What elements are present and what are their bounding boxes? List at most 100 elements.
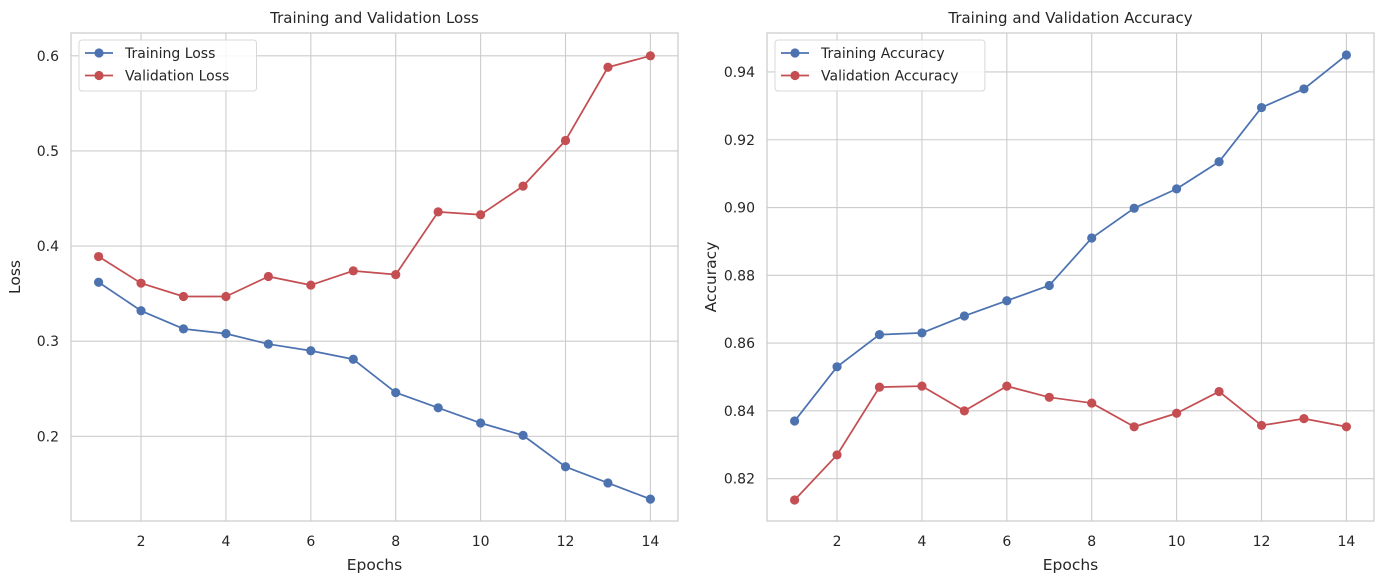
legend-label: Validation Accuracy xyxy=(821,69,959,85)
data-point xyxy=(646,495,655,504)
data-point xyxy=(1257,103,1266,112)
data-point xyxy=(1002,296,1011,305)
x-tick-label: 8 xyxy=(391,534,400,550)
x-tick-label: 6 xyxy=(1002,534,1011,550)
y-tick-label: 0.5 xyxy=(37,144,59,160)
y-axis-label: Loss xyxy=(6,260,24,294)
legend-marker xyxy=(790,71,799,80)
subplot-2: 2 4 6 8 10 12 14 0.82 0.84 0.86 0.88 0.90 0.92 0.94 Tr… xyxy=(702,9,1374,574)
y-tick-label: 0.92 xyxy=(724,133,755,149)
y-tick-label: 0.94 xyxy=(724,65,755,81)
data-point xyxy=(94,252,103,261)
data-point xyxy=(1342,422,1351,431)
chart-title: Training and Validation Accuracy xyxy=(947,9,1192,27)
x-axis-label: Epochs xyxy=(1043,556,1099,574)
data-point xyxy=(1045,393,1054,402)
data-point xyxy=(476,418,485,427)
y-axis-label: Accuracy xyxy=(702,242,720,313)
data-point xyxy=(875,330,884,339)
data-point xyxy=(349,355,358,364)
data-point xyxy=(832,450,841,459)
data-point xyxy=(179,292,188,301)
data-point xyxy=(790,416,799,425)
x-tick-label: 8 xyxy=(1087,534,1096,550)
data-point xyxy=(1087,233,1096,242)
data-point xyxy=(917,328,926,337)
data-point xyxy=(264,339,273,348)
data-point xyxy=(1172,409,1181,418)
legend-label: Training Loss xyxy=(124,46,215,62)
plot-frame xyxy=(767,33,1374,521)
legend-marker xyxy=(94,48,103,57)
data-point xyxy=(603,478,612,487)
data-point xyxy=(832,362,841,371)
x-tick-label: 10 xyxy=(472,534,490,550)
data-point xyxy=(518,182,527,191)
data-point xyxy=(221,292,230,301)
y-tick-label: 0.3 xyxy=(37,334,59,350)
data-point xyxy=(1172,184,1181,193)
data-point xyxy=(264,272,273,281)
data-point xyxy=(136,279,145,288)
data-point xyxy=(561,136,570,145)
data-point xyxy=(434,403,443,412)
x-tick-label: 14 xyxy=(1337,534,1355,550)
data-point xyxy=(476,210,485,219)
data-point xyxy=(434,207,443,216)
data-point xyxy=(1299,84,1308,93)
y-tick-label: 0.86 xyxy=(724,336,755,352)
chart-title: Training and Validation Loss xyxy=(269,9,479,27)
data-point xyxy=(1257,421,1266,430)
subplot-1: 2 4 6 8 10 12 14 0.2 0.3 0.4 0.5 0.6 Training and Va… xyxy=(6,9,678,574)
x-tick-label: 14 xyxy=(641,534,659,550)
y-tick-label: 0.90 xyxy=(724,201,755,217)
data-point xyxy=(646,51,655,60)
data-point xyxy=(917,382,926,391)
y-tick-label: 0.84 xyxy=(724,404,755,420)
data-point xyxy=(1130,422,1139,431)
data-point xyxy=(306,280,315,289)
series-line-2 xyxy=(795,386,1347,500)
data-point xyxy=(179,324,188,333)
x-tick-label: 10 xyxy=(1168,534,1186,550)
data-point xyxy=(136,306,145,315)
data-point xyxy=(1299,414,1308,423)
data-point xyxy=(603,63,612,72)
data-point xyxy=(221,329,230,338)
y-tick-label: 0.4 xyxy=(37,239,59,255)
data-point xyxy=(1214,387,1223,396)
y-tick-label: 0.82 xyxy=(724,472,755,488)
y-tick-label: 0.88 xyxy=(724,268,755,284)
legend-label: Training Accuracy xyxy=(820,46,945,62)
x-tick-label: 6 xyxy=(306,534,315,550)
data-point xyxy=(1214,157,1223,166)
data-point xyxy=(790,495,799,504)
x-tick-label: 4 xyxy=(221,534,230,550)
plot-frame xyxy=(71,33,678,521)
data-point xyxy=(391,388,400,397)
data-point xyxy=(1002,382,1011,391)
x-tick-label: 2 xyxy=(833,534,842,550)
series-line-2 xyxy=(99,56,651,297)
data-point xyxy=(561,462,570,471)
data-point xyxy=(1342,50,1351,59)
data-point xyxy=(349,266,358,275)
x-axis-label: Epochs xyxy=(347,556,403,574)
data-point xyxy=(875,383,884,392)
x-tick-label: 4 xyxy=(917,534,926,550)
legend-label: Validation Loss xyxy=(125,69,229,85)
x-tick-label: 2 xyxy=(137,534,146,550)
y-tick-label: 0.2 xyxy=(37,429,59,445)
y-tick-label: 0.6 xyxy=(37,49,59,65)
legend-marker xyxy=(790,48,799,57)
data-point xyxy=(960,311,969,320)
data-point xyxy=(391,270,400,279)
data-point xyxy=(306,346,315,355)
data-point xyxy=(960,406,969,415)
data-point xyxy=(1130,204,1139,213)
x-tick-label: 12 xyxy=(1253,534,1271,550)
data-point xyxy=(94,278,103,287)
x-tick-label: 12 xyxy=(557,534,575,550)
data-point xyxy=(1087,398,1096,407)
legend-marker xyxy=(94,71,103,80)
